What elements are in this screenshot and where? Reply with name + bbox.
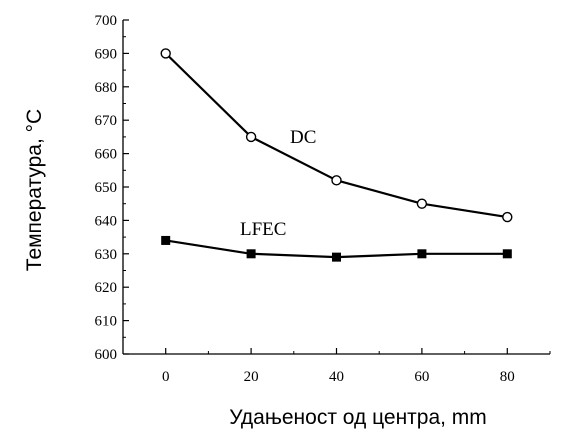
y-tick-label-600: 600 xyxy=(95,347,118,363)
series-label-lfec: LFEC xyxy=(240,219,286,240)
point-dc-20 xyxy=(245,131,257,143)
point-dc-0 xyxy=(160,48,171,59)
x-axis-title: Удањеност од центра, mm xyxy=(229,406,487,429)
point-lfec-20 xyxy=(246,249,256,259)
x-tick-label-40: 40 xyxy=(329,369,344,385)
point-lfec-60 xyxy=(417,249,427,259)
y-tick-label-620: 620 xyxy=(95,280,118,296)
point-lfec-80 xyxy=(502,249,512,259)
y-tick-label-660: 660 xyxy=(95,147,118,163)
point-lfec-0 xyxy=(161,235,171,245)
series-line-dc xyxy=(164,52,508,219)
x-tick-label-60: 60 xyxy=(414,369,429,385)
x-tick-label-0: 0 xyxy=(162,369,170,385)
y-tick-label-650: 650 xyxy=(95,180,118,196)
y-tick-label-670: 670 xyxy=(95,113,118,129)
axes xyxy=(122,20,550,355)
y-tick-label-690: 690 xyxy=(95,46,118,62)
point-dc-60 xyxy=(416,198,428,209)
point-lfec-40 xyxy=(332,252,341,262)
x-tick-label-80: 80 xyxy=(500,369,515,385)
point-dc-80 xyxy=(502,211,513,223)
y-tick-label-610: 610 xyxy=(95,314,118,330)
y-tick-label-640: 640 xyxy=(95,213,118,229)
x-tick-label-20: 20 xyxy=(244,369,259,385)
series-label-dc: DC xyxy=(290,127,316,148)
series-layer xyxy=(160,48,513,262)
y-tick-label-700: 700 xyxy=(95,13,118,29)
y-tick-label-680: 680 xyxy=(95,80,118,96)
y-axis-title: Температура, °C xyxy=(23,109,46,271)
ticks: 600 610 620 630 640 650 660 670 680 690 700 0 20 40 60… xyxy=(95,13,551,385)
point-dc-40 xyxy=(331,175,342,186)
y-tick-label-630: 630 xyxy=(95,247,118,263)
